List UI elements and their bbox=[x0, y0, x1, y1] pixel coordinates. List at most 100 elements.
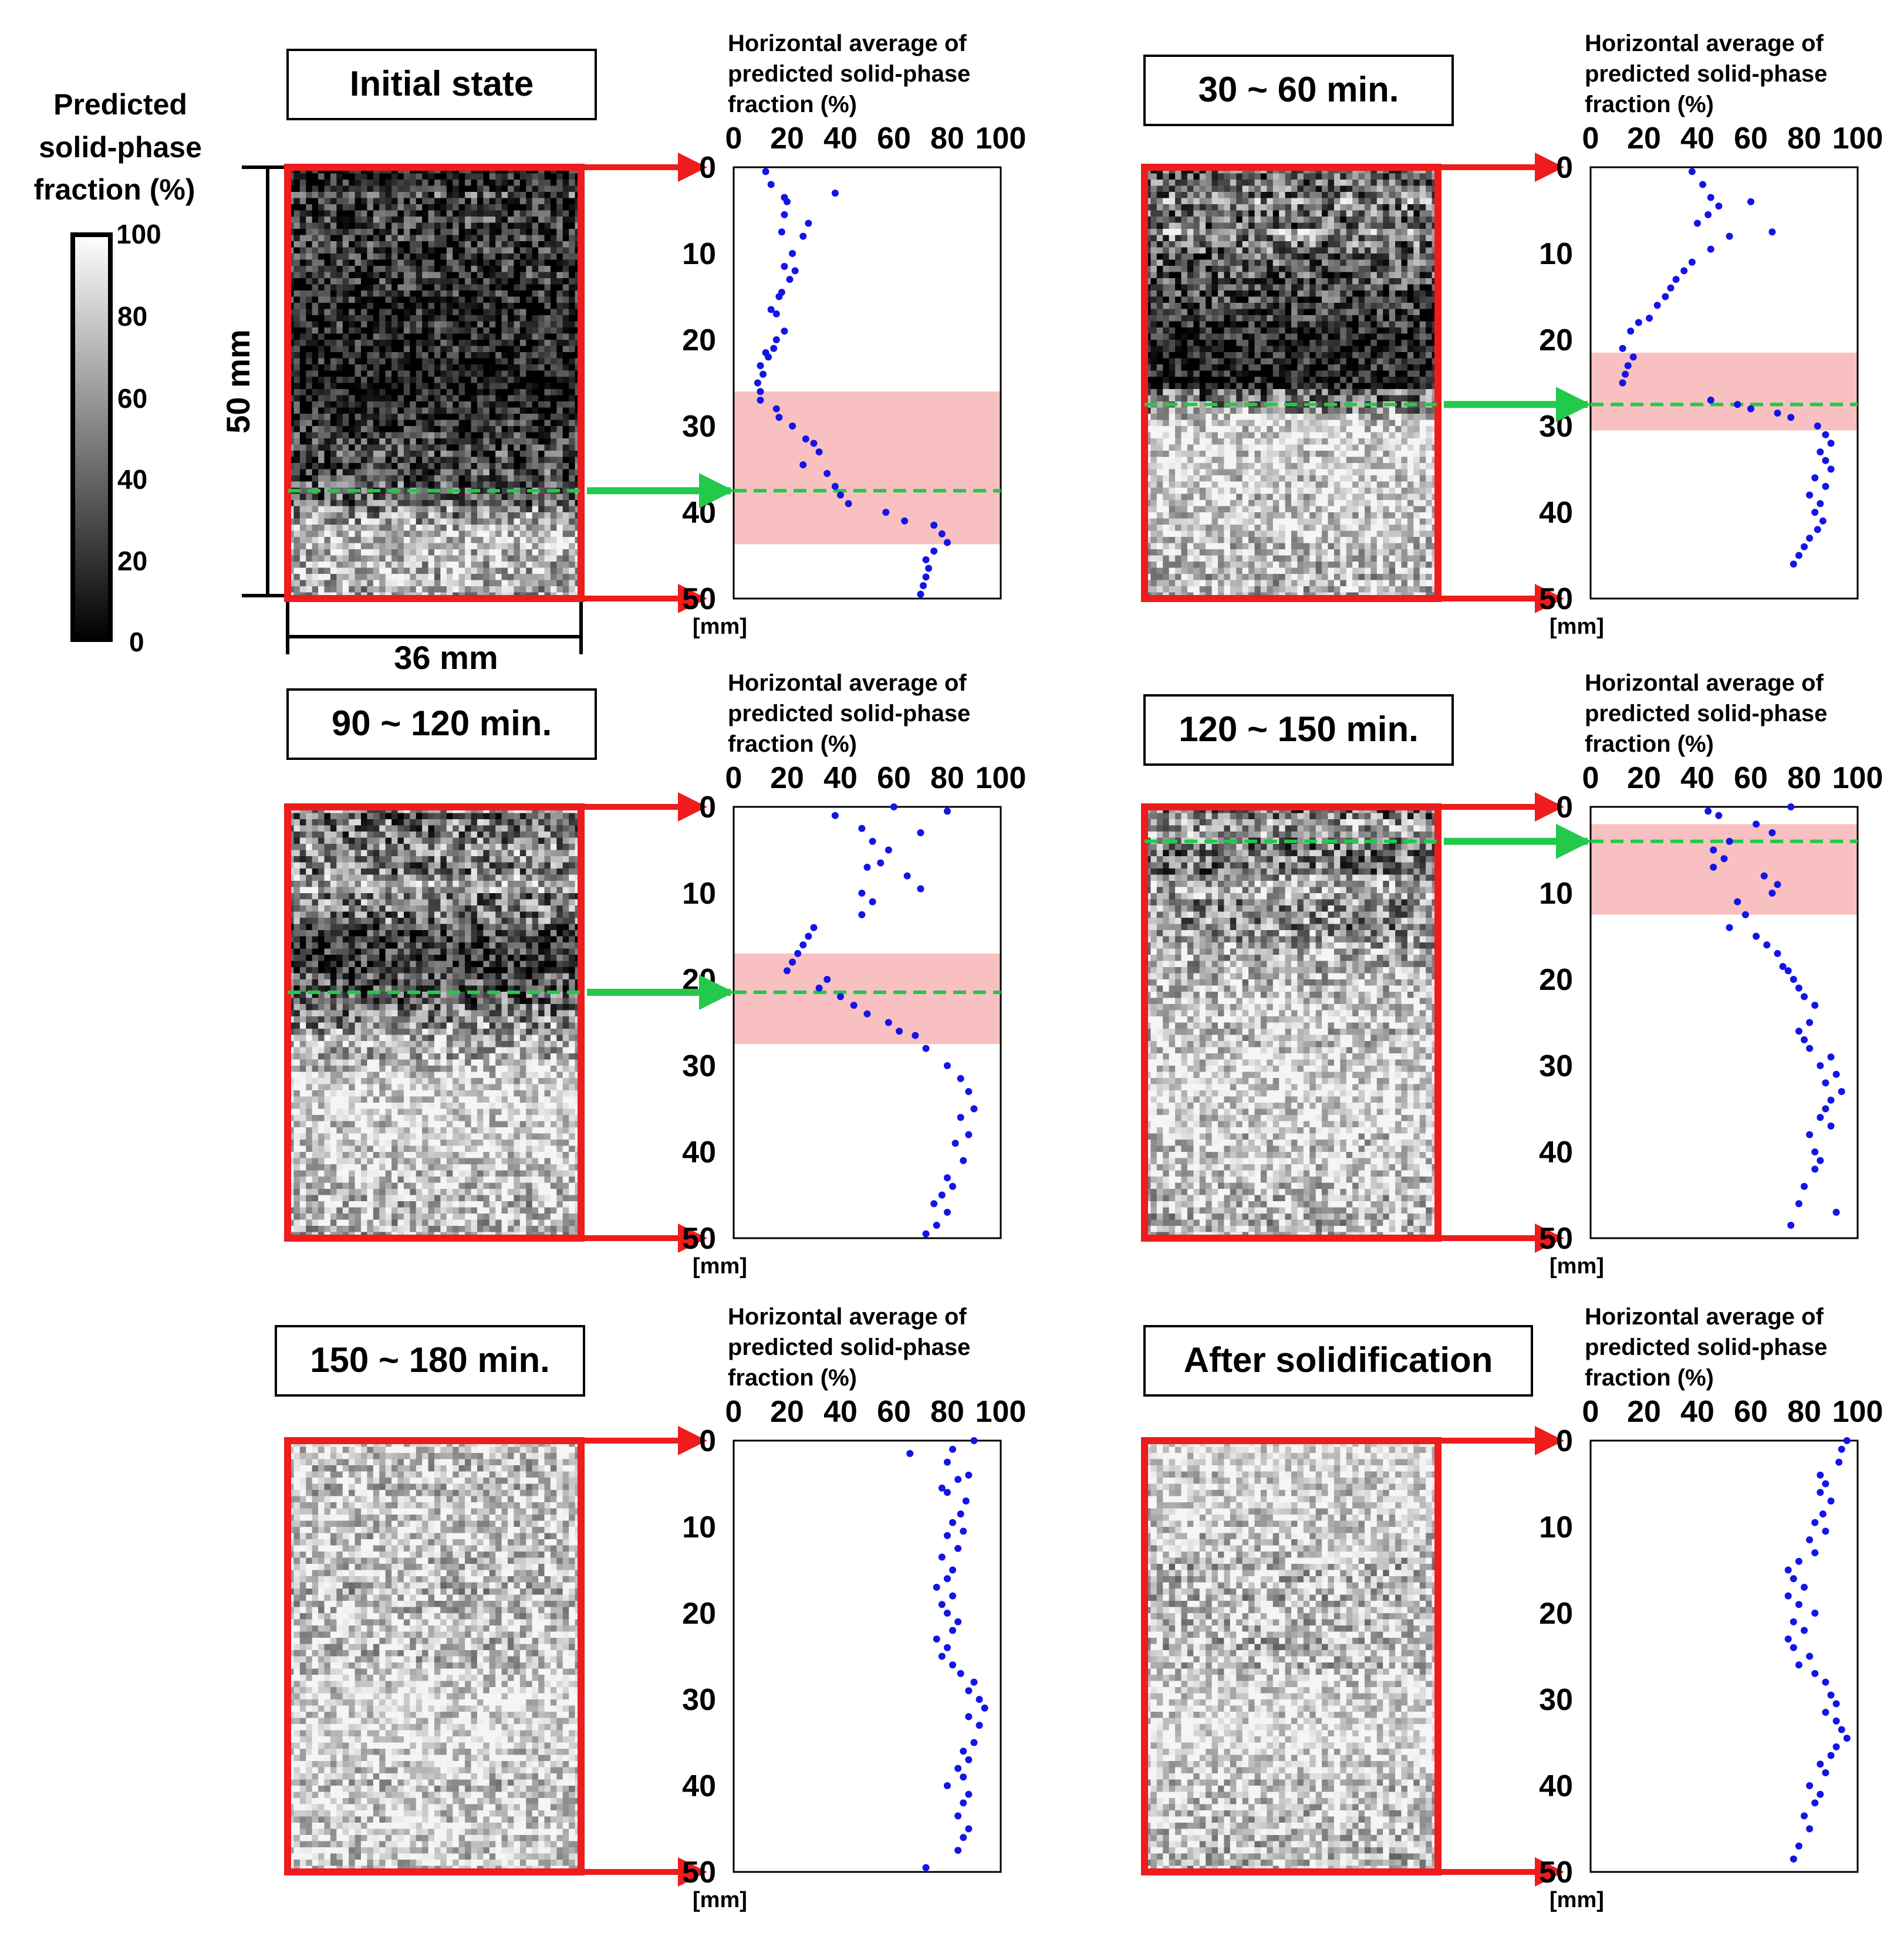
x-tick-20: 20 bbox=[770, 121, 804, 156]
x-tick-80: 80 bbox=[1787, 1395, 1821, 1429]
data-point bbox=[837, 993, 844, 1000]
data-point bbox=[1768, 829, 1775, 836]
axis-title-line-2: predicted solid-phase bbox=[728, 61, 970, 87]
y-tick-0: 0 bbox=[699, 1424, 716, 1458]
axis-title-line-3: fraction (%) bbox=[728, 731, 857, 757]
data-point bbox=[877, 860, 884, 867]
data-point bbox=[1833, 1743, 1840, 1750]
y-tick-30: 30 bbox=[682, 410, 716, 444]
panel-2: 30 ~ 60 min.Horizontal average ofpredict… bbox=[1145, 31, 1883, 639]
x-tick-100: 100 bbox=[975, 761, 1027, 795]
data-point bbox=[1635, 319, 1642, 326]
solid-fraction-map bbox=[1145, 167, 1439, 599]
data-point bbox=[901, 518, 908, 525]
data-point bbox=[920, 582, 927, 589]
axis-title-line-2: predicted solid-phase bbox=[1585, 1334, 1827, 1360]
x-tick-40: 40 bbox=[1680, 121, 1714, 156]
data-point bbox=[957, 1075, 964, 1082]
data-point bbox=[944, 1575, 951, 1582]
y-tick-30: 30 bbox=[1539, 410, 1573, 444]
data-point bbox=[1811, 1002, 1818, 1009]
data-point bbox=[789, 959, 796, 966]
data-point bbox=[923, 1864, 930, 1871]
data-point bbox=[832, 190, 839, 197]
x-tick-20: 20 bbox=[770, 1395, 804, 1429]
data-point bbox=[1822, 1106, 1829, 1113]
data-point bbox=[1828, 1097, 1835, 1104]
data-point bbox=[952, 1140, 959, 1147]
y-unit-label: [mm] bbox=[1549, 1888, 1604, 1912]
data-point bbox=[762, 168, 769, 175]
data-point bbox=[1795, 1661, 1802, 1668]
data-point bbox=[1790, 1575, 1797, 1582]
solid-fraction-map bbox=[288, 1441, 582, 1873]
data-point bbox=[890, 803, 897, 810]
panel-5: 150 ~ 180 min.Horizontal average ofpredi… bbox=[276, 1304, 1026, 1912]
data-point bbox=[1814, 526, 1821, 533]
colorbar-title-line-2: solid-phase bbox=[39, 131, 202, 164]
data-point bbox=[923, 1045, 930, 1052]
data-point bbox=[1710, 864, 1717, 871]
data-point bbox=[954, 1618, 961, 1625]
data-point bbox=[1811, 509, 1818, 516]
data-point bbox=[832, 483, 839, 490]
data-point bbox=[823, 976, 831, 983]
data-point bbox=[1817, 1760, 1824, 1767]
data-point bbox=[1828, 440, 1835, 447]
colorbar-tick-100: 100 bbox=[116, 219, 161, 249]
data-point bbox=[949, 1519, 956, 1526]
data-point bbox=[794, 950, 801, 957]
data-point bbox=[1790, 976, 1797, 983]
x-tick-100: 100 bbox=[1832, 1395, 1883, 1429]
data-point bbox=[1619, 380, 1626, 387]
x-tick-60: 60 bbox=[1734, 761, 1768, 795]
data-point bbox=[1667, 285, 1675, 292]
data-point bbox=[965, 1687, 972, 1694]
data-point bbox=[1619, 345, 1626, 352]
plot-frame bbox=[1591, 1441, 1858, 1872]
data-point bbox=[1801, 543, 1808, 550]
data-point bbox=[1811, 1610, 1818, 1617]
data-point bbox=[1627, 327, 1634, 334]
data-point bbox=[965, 1472, 972, 1479]
data-point bbox=[1828, 1053, 1835, 1060]
y-tick-40: 40 bbox=[1539, 1135, 1573, 1170]
y-tick-50: 50 bbox=[1539, 1222, 1573, 1256]
data-point bbox=[939, 1192, 946, 1199]
colorbar-tick-60: 60 bbox=[117, 383, 147, 414]
data-point bbox=[1795, 985, 1802, 992]
data-point bbox=[882, 509, 889, 516]
height-dimension-label: 50 mm bbox=[220, 329, 256, 433]
data-point bbox=[1801, 1036, 1808, 1043]
y-tick-30: 30 bbox=[1539, 1049, 1573, 1083]
y-tick-10: 10 bbox=[1539, 237, 1573, 271]
data-point bbox=[944, 1489, 951, 1496]
data-point bbox=[1833, 1209, 1840, 1216]
panel-title: 150 ~ 180 min. bbox=[310, 1340, 550, 1380]
data-point bbox=[789, 250, 796, 257]
data-point bbox=[960, 1157, 967, 1164]
data-point bbox=[1822, 1769, 1829, 1776]
data-point bbox=[799, 461, 806, 468]
colorbar-gradient bbox=[73, 235, 110, 640]
x-tick-0: 0 bbox=[1582, 1395, 1599, 1429]
data-point bbox=[768, 181, 775, 188]
x-tick-60: 60 bbox=[1734, 121, 1768, 156]
data-point bbox=[1801, 1183, 1808, 1190]
data-point bbox=[799, 233, 806, 240]
data-point bbox=[939, 1653, 946, 1660]
mushy-zone-band bbox=[1591, 824, 1858, 914]
data-point bbox=[1806, 535, 1813, 542]
data-point bbox=[944, 807, 951, 814]
data-point bbox=[850, 1002, 858, 1009]
axis-title-line-3: fraction (%) bbox=[728, 92, 857, 117]
data-point bbox=[949, 1183, 956, 1190]
data-point bbox=[1774, 950, 1781, 957]
y-tick-20: 20 bbox=[1539, 323, 1573, 357]
data-point bbox=[954, 1476, 961, 1483]
data-point bbox=[957, 1114, 964, 1121]
axis-title-line-2: predicted solid-phase bbox=[728, 701, 970, 726]
data-point bbox=[1646, 315, 1653, 322]
data-point bbox=[1828, 1498, 1835, 1505]
axis-title-line-1: Horizontal average of bbox=[1585, 31, 1824, 56]
